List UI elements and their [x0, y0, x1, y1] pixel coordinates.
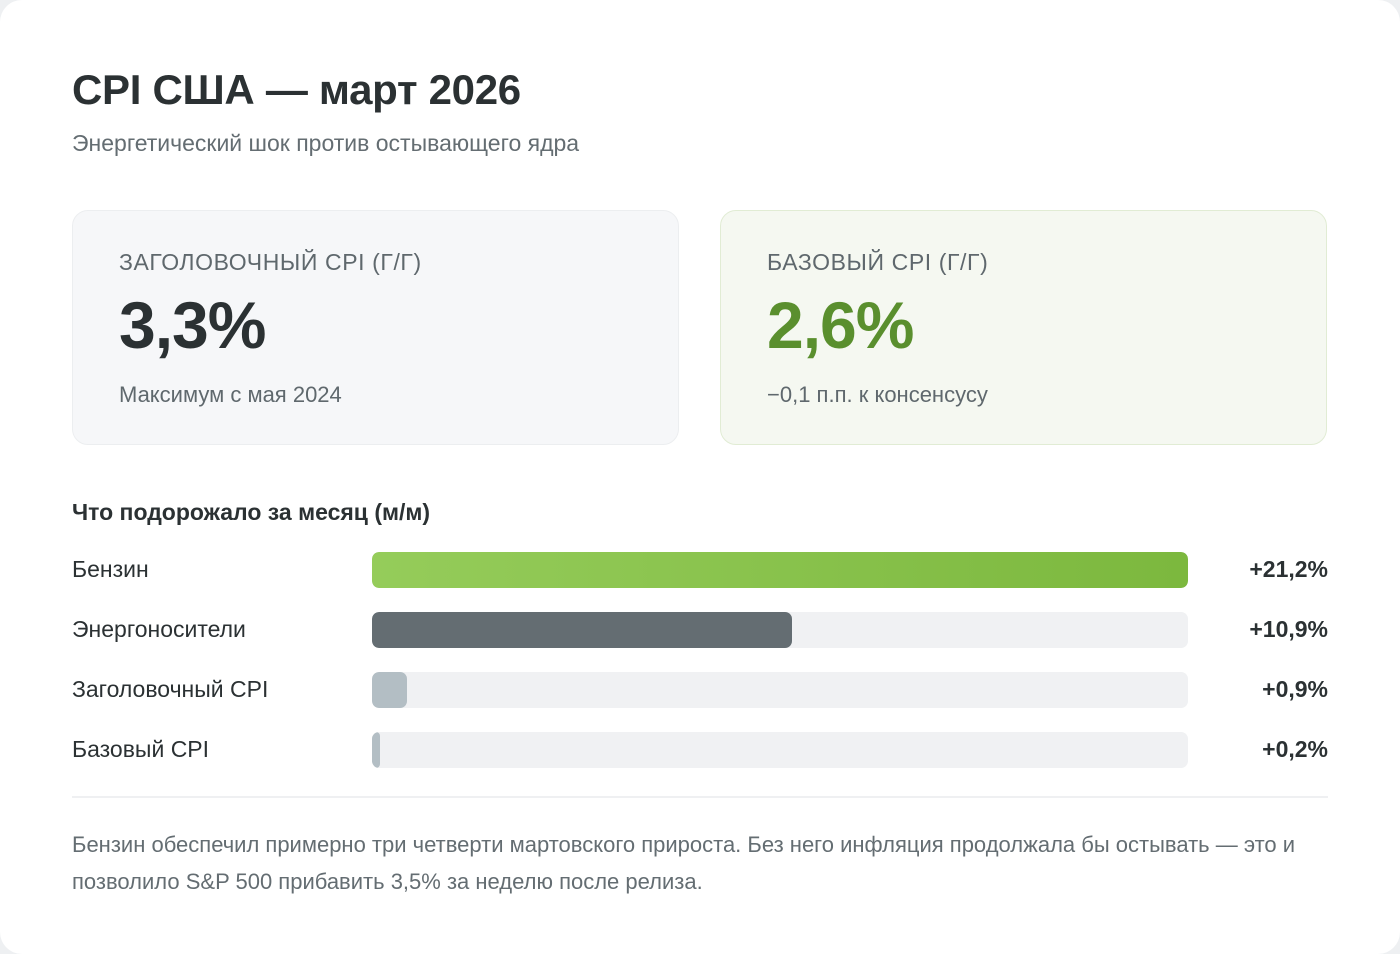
bar-row: Заголовочный CPI +0,9% — [72, 672, 1328, 708]
bar-fill — [372, 732, 381, 768]
bar-value: +10,9% — [1249, 616, 1328, 642]
divider — [72, 796, 1328, 798]
bar-row: Энергоносители +10,9% — [72, 612, 1328, 648]
bar-label: Энергоносители — [72, 616, 246, 642]
bar-label: Заголовочный CPI — [72, 676, 269, 702]
bar-track — [372, 672, 1188, 708]
core-cpi-stat-card: Базовый CPI (г/г) 2,6% −0,1 п.п. к консе… — [720, 210, 1327, 445]
page-title: CPI США — март 2026 — [72, 66, 521, 113]
stat-value: 3,3% — [119, 288, 266, 362]
section-title: Что подорожало за месяц (м/м) — [72, 499, 431, 525]
bar-fill — [372, 612, 792, 648]
bar-value: +0,9% — [1262, 676, 1328, 702]
bar-track — [372, 612, 1188, 648]
bar-value: +21,2% — [1249, 556, 1328, 582]
bar-track — [372, 552, 1188, 588]
bar-fill — [372, 552, 1188, 588]
stat-note: −0,1 п.п. к консенсусу — [767, 382, 988, 407]
bar-value: +0,2% — [1262, 736, 1328, 762]
footnote: Бензин обеспечил примерно три четверти м… — [72, 832, 1296, 894]
bar-label: Базовый CPI — [72, 736, 210, 762]
stat-label: Базовый CPI (г/г) — [767, 249, 989, 275]
bar-track — [372, 732, 1188, 768]
bar-row: Бензин +21,2% — [72, 552, 1328, 588]
stat-note: Максимум с мая 2024 — [119, 382, 342, 407]
bar-row: Базовый CPI +0,2% — [72, 732, 1328, 768]
stat-label: Заголовочный CPI (г/г) — [119, 249, 422, 275]
bar-fill — [372, 672, 407, 708]
stat-value: 2,6% — [767, 288, 914, 362]
bar-label: Бензин — [72, 556, 149, 582]
headline-cpi-stat-card: Заголовочный CPI (г/г) 3,3% Максимум с м… — [72, 210, 679, 445]
page-subtitle: Энергетический шок против остывающего яд… — [72, 130, 580, 156]
